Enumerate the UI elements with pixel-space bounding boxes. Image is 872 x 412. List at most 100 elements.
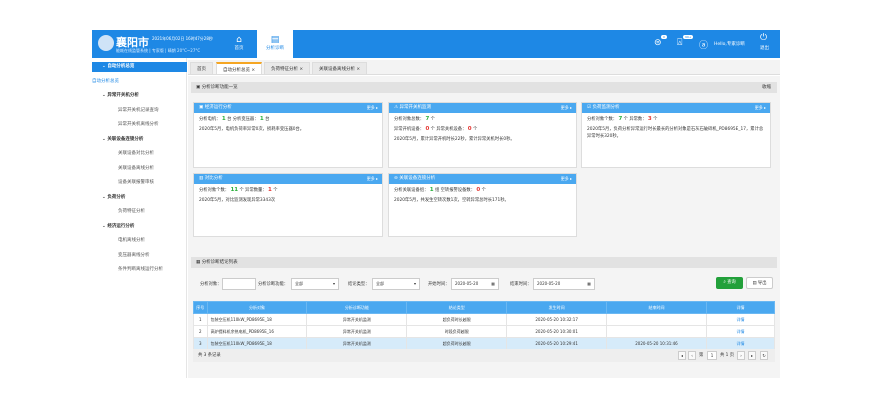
start-date-input[interactable]: 2020-05-20 ▦ [451,278,499,290]
calendar-icon: ▦ [491,281,495,286]
power-icon[interactable]: ⏻ [760,33,768,43]
tab-load-feature[interactable]: 负荷特征分析 × [264,62,311,75]
tab-auto-overview[interactable]: 自动分析总览 × [216,62,263,75]
sidebar-item[interactable]: ⌄ 异常开关机分析 [102,93,139,98]
overview-card: ▥ 对比分析 更多 ▸ 分析对象个数： 11 个 异常数量： 1 个 2020年5月… [193,173,383,237]
sidebar-item[interactable]: 关联设备离线分析 [118,165,154,171]
column-header[interactable]: 发生时间 [506,301,608,314]
chevron-down-icon: ▾ [332,281,335,286]
table-row[interactable]: 1 包装空压机110kW_PD8695E_18 异常开关机监测 超负荷时长越限 2020… [193,313,776,326]
end-date-input[interactable]: 2020-05-20 ▦ [533,278,595,290]
table-cell: 异常开关机监测 [306,337,408,350]
card-stats: 分析对象个数： 7 个 异常数： 3 个 [587,116,658,122]
warning-icon: ⚠ [394,105,399,110]
total-count: 共 3 条记录 [198,353,221,358]
sidebar-item[interactable]: ⌄ 自动分析总览 [92,62,187,72]
logout-button[interactable]: 退出 [760,46,769,51]
table-cell: 2020-05-20 10:30:01 [506,325,608,338]
card-stats: 分析关联设备组： 1 组 空转报警设备数： 0 个 [394,187,486,193]
tab-bar: 首页 自动分析总览 × 负荷特征分析 × 关联设备离线分析 × [188,60,780,75]
table-cell: 1 [193,313,208,326]
alarm-icon[interactable]: ⍓ [677,38,683,48]
table-row[interactable]: 3 包装空压机110kW_PD8695E_18 异常开关机监测 超负荷时长越限 2020… [193,337,776,350]
tab-home[interactable]: 首页 [190,62,213,75]
column-header[interactable]: 分析诊断功能 [306,301,408,314]
table-row[interactable]: 2 高炉提料机余热电机_PD8695E_16 异常开关机监测 时段负荷越限 2020-0… [193,325,776,338]
table-cell: 时段负荷越限 [406,325,508,338]
sidebar-item[interactable]: ⌄ 负荷分析 [102,194,126,200]
sidebar-item[interactable]: 负荷特征分析 [118,209,145,214]
sidebar-item[interactable]: 异常开关机记录查询 [118,107,159,113]
column-header[interactable]: 序号 [193,301,208,314]
page-input[interactable]: 1 [707,351,717,360]
top-header: 襄阳市 2021年06月02日 16时47分28秒 能耗在线监管系统 | 专家版… [92,30,780,58]
object-input[interactable] [222,278,256,290]
more-link[interactable]: 更多 ▸ [754,105,766,110]
column-header[interactable]: 结束时间 [606,301,707,314]
type-select[interactable]: 全部 ▾ [372,278,420,290]
sidebar-item[interactable]: 自动分析总览 [92,78,119,84]
more-link[interactable]: 更多 ▸ [560,176,572,181]
card-summary: 2020年5月，电机负荷率异常0次，损耗率变压器0台。 [199,127,305,132]
system-subtitle: 能耗在线监管系统 | 专家版 | 晴朗 20°C~27°C [116,48,201,53]
last-page-button[interactable]: ▸ [748,351,756,360]
datetime: 2021年06月02日 16时47分28秒 [152,36,213,41]
user-name[interactable]: Hello,专家诊断 [714,42,745,47]
table-cell: 超负荷时长越限 [406,337,508,350]
analysis-icon: ▤ [270,35,280,45]
column-header[interactable]: 分析对象 [206,301,308,314]
more-link[interactable]: 更多 ▸ [560,105,572,110]
detail-link[interactable]: 详情 [705,337,776,350]
first-page-button[interactable]: ◂ [678,351,686,360]
table-cell [606,325,707,338]
sidebar-item[interactable]: ⌄ 关联设备连锁分析 [102,136,144,142]
overview-card: ⊖ 关联设备连锁分析 更多 ▸ 分析关联设备组： 1 组 空转报警设备数： 0 个 … [388,173,577,237]
prev-page-button[interactable]: ‹ [688,351,696,360]
message-icon[interactable]: ⊜ [654,38,662,48]
user-icon[interactable]: ⓐ [699,41,709,51]
overview-card: ⚠ 异常开关机监测 更多 ▸ 分析对象总数： 7 个 异常开机设备： 0 个 异常关… [388,102,577,168]
card-summary: 2020年5月，累计异常开机时长22秒，累计异常关机时长0秒。 [394,137,515,142]
more-link[interactable]: 更多 ▸ [366,176,378,181]
chart-icon: ▥ [199,176,204,181]
economy-icon: ▣ [199,105,204,110]
column-header[interactable]: 结论类型 [406,301,508,314]
sidebar-item[interactable]: 异常开关机离线分析 [118,122,159,127]
nav-home[interactable]: ⌂ 首页 [224,30,254,58]
detail-link[interactable]: 详情 [705,325,776,338]
card-stats: 分析对象总数： 7 个 [394,116,435,122]
city-name: 襄阳市 [116,36,149,49]
table-cell: 高炉提料机余热电机_PD8695E_16 [206,325,308,338]
home-icon: ⌂ [236,35,242,45]
tab-linked-offline[interactable]: 关联设备离线分析 × [312,62,368,75]
message-badge: 0 [661,35,667,39]
detail-link[interactable]: 详情 [705,313,776,326]
more-link[interactable]: 更多 ▸ [366,105,378,110]
city-logo [98,35,114,51]
card-summary: 2020年5月，负荷分析异常运行时长最长的分析对象是石灰石破碎机_PD8695E… [587,127,764,139]
export-button[interactable]: ▤ 导出 [746,277,773,289]
table-cell [606,313,707,326]
column-header[interactable]: 详情 [705,301,776,314]
sidebar-item[interactable]: 关联设备对比分析 [118,151,154,156]
table-cell: 异常开关机监测 [306,313,408,326]
end-label: 结束时间： [510,282,532,287]
chevron-down-icon: ▾ [413,281,416,286]
search-button[interactable]: ⌕ 查询 [716,277,743,289]
table-cell: 包装空压机110kW_PD8695E_18 [206,313,308,326]
refresh-icon[interactable]: ↻ [760,351,768,360]
card-summary: 2020年5月，对比监测发现异常3343次 [199,198,276,203]
table-cell: 异常开关机监测 [306,325,408,338]
collapse-button[interactable]: 收缩 [762,85,771,90]
sidebar-item[interactable]: 条件判断离线运行分析 [118,267,163,272]
func-select[interactable]: 全部 ▾ [291,278,339,290]
sidebar-item[interactable]: 变压器离线分析 [118,252,150,258]
object-label: 分析对象： [200,282,222,287]
sidebar-item[interactable]: 设备关联报警审核 [118,180,154,185]
sidebar-item[interactable]: 电机离线分析 [118,238,145,243]
card-summary: 2020年5月，共发生空转次数1次，空转异常总时长171秒。 [394,198,509,203]
sidebar-item[interactable]: ⌄ 经济运行分析 [102,223,135,229]
nav-analysis[interactable]: ▤ 分析诊断 [257,30,293,58]
card-header: ▥ 对比分析 更多 ▸ [194,174,382,184]
next-page-button[interactable]: › [737,351,745,360]
